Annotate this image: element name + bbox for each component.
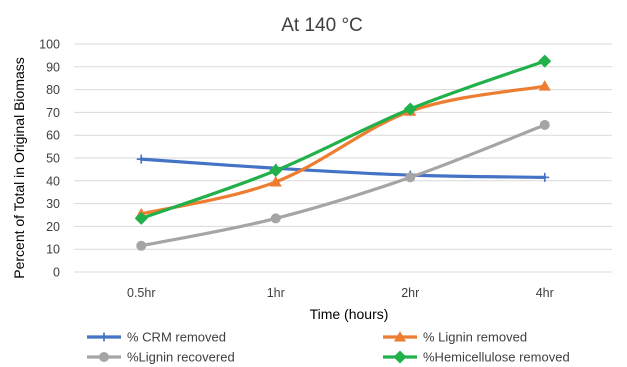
y-tick-label: 70 [46,106,60,120]
y-tick-label: 40 [46,174,60,188]
gridlines [74,43,612,273]
data-point [270,213,281,224]
series-line [139,157,547,179]
y-tick-label: 20 [46,220,60,234]
x-axis-ticks: 0.5hr 1hr 2hr 4hr [127,286,554,300]
legend-label: %Lignin recovered [127,350,235,365]
data-point [393,350,407,364]
y-tick-label: 10 [46,243,60,257]
y-tick-label: 30 [46,197,60,211]
series [134,54,552,225]
series-lines [134,54,552,251]
y-tick-label: 80 [46,83,60,97]
series-line [139,59,547,221]
legend-item: % CRM removed [87,330,226,345]
data-point [538,54,552,68]
legend-item: %Lignin recovered [87,350,235,365]
data-point [136,154,146,164]
series [136,119,550,251]
y-axis-label: Percent of Total in Original Biomass [11,57,27,279]
chart-title: At 140 °C [281,15,363,36]
x-tick-label: 1hr [267,286,285,300]
y-tick-label: 50 [46,152,60,166]
y-tick-label: 0 [53,266,60,280]
data-point [136,240,147,251]
series-line [139,84,547,216]
x-tick-label: 4hr [536,286,554,300]
y-axis-ticks: 0 10 20 30 40 50 60 70 80 90 100 [39,38,60,280]
legend-label: % CRM removed [127,330,226,345]
data-point [540,172,550,182]
y-tick-label: 100 [39,38,60,52]
data-point [538,80,551,91]
y-tick-label: 60 [46,129,60,143]
legend: % CRM removed % Lignin removed %Lignin rec… [87,330,570,365]
series-line [139,123,547,248]
data-point [269,175,282,187]
legend-item: %Hemicellulose removed [383,350,570,365]
data-point [405,172,416,183]
data-point [269,164,283,178]
y-tick-label: 90 [46,60,60,74]
data-point [99,332,109,342]
x-axis-label: Time (hours) [310,306,389,322]
series [136,154,550,182]
x-tick-label: 2hr [401,286,419,300]
data-point [134,211,148,225]
data-point [99,352,109,362]
legend-label: % Lignin removed [423,330,527,345]
x-tick-label: 0.5hr [127,286,156,300]
legend-label: %Hemicellulose removed [423,350,570,365]
legend-item: % Lignin removed [383,330,527,345]
data-point [403,102,417,116]
data-point [539,119,550,130]
data-point [394,331,406,342]
